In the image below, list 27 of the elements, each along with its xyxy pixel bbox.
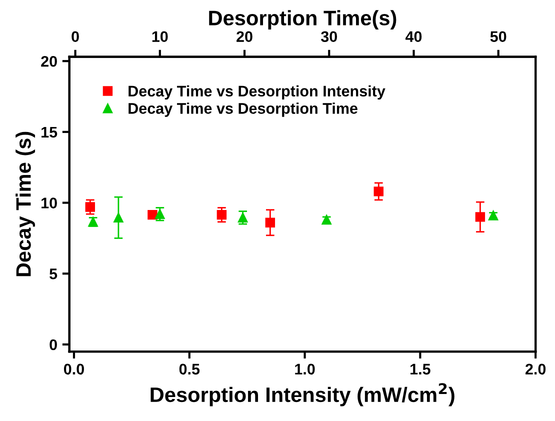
point <box>475 212 486 222</box>
y-axis-title: Decay Time (s) <box>16 132 36 276</box>
x2-tick-label: 50 <box>490 31 506 42</box>
x2-tick-label: 0 <box>72 31 79 42</box>
y-tick-label: 15 <box>42 126 58 138</box>
y-tick-label: 0 <box>50 339 57 350</box>
legend-label: Decay Time vs Desorption Time <box>128 102 358 117</box>
y-tick-label: 10 <box>42 198 57 208</box>
x2-tick-label: 30 <box>320 31 337 42</box>
x2-tick-label: 40 <box>405 31 422 42</box>
x2-axis-title: Desorption Time(s) <box>209 10 396 30</box>
y-tick-label: 5 <box>50 268 58 280</box>
x-tick-label: 1.0 <box>295 364 315 375</box>
point <box>374 186 384 196</box>
x2-tick-label: 20 <box>236 31 252 42</box>
x2-tick-label: 10 <box>152 31 168 42</box>
point <box>85 202 96 212</box>
y-tick-label: 20 <box>41 56 57 67</box>
point <box>216 210 227 220</box>
legend-label: Decay Time vs Desorption Intensity <box>128 85 386 100</box>
point <box>148 210 158 220</box>
x-tick-label: 0.0 <box>64 364 84 375</box>
x-tick-label: 2.0 <box>525 364 546 375</box>
x-axis-title: Desorption Intensity (mW/cm$^{2}$) <box>150 383 454 406</box>
x-tick-label: 0.5 <box>179 364 200 375</box>
point <box>265 218 276 228</box>
x-tick-label: 1.5 <box>410 364 430 375</box>
